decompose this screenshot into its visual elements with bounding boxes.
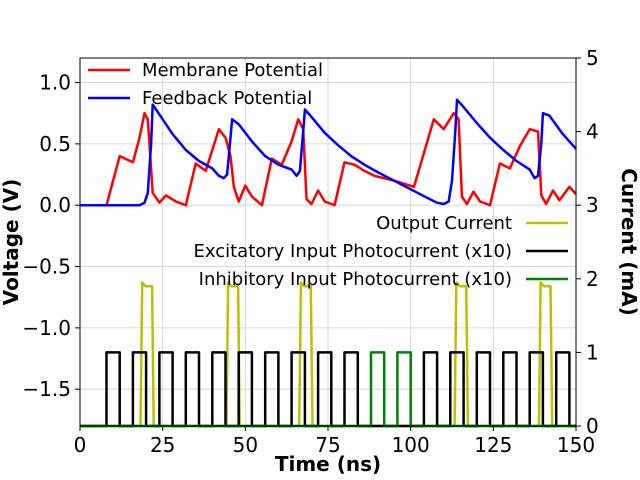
y-axis-left-title: Voltage (V): [0, 179, 23, 306]
y-left-tick-label: 0.5: [39, 132, 71, 156]
legend-label: Membrane Potential: [142, 60, 323, 81]
x-tick-label: 75: [315, 433, 340, 457]
output-current-line: [80, 281, 576, 428]
legend-label: Inhibitory Input Photocurrent (x10): [199, 269, 512, 290]
y-right-tick-label: 5: [586, 46, 599, 70]
ticks-layer: 0 25 50 75 100 125 1501.00.50.0−0.5−1.0−1.5012…: [22, 46, 598, 457]
legend-label: Excitatory Input Photocurrent (x10): [194, 241, 512, 262]
feedback-potential-line: [80, 98, 577, 207]
x-tick-label: 100: [392, 433, 430, 457]
x-tick-label: 25: [150, 433, 175, 457]
y-left-tick-label: 0.0: [39, 193, 71, 217]
x-tick-label: 0: [74, 433, 87, 457]
legend-label: Output Current: [376, 213, 512, 234]
y-right-tick-label: 3: [586, 193, 599, 217]
legend-label: Feedback Potential: [142, 88, 312, 109]
x-tick-label: 150: [557, 433, 595, 457]
y-left-tick-label: −1.5: [22, 377, 71, 401]
x-axis-title: Time (ns): [275, 452, 381, 476]
y-left-tick-label: −0.5: [22, 255, 71, 279]
y-left-tick-label: 1.0: [39, 71, 71, 95]
y-right-tick-label: 0: [586, 414, 599, 438]
y-right-tick-label: 2: [586, 267, 599, 291]
x-tick-label: 50: [233, 433, 258, 457]
y-right-tick-label: 1: [586, 340, 599, 364]
y-left-tick-label: −1.0: [22, 316, 71, 340]
grid-layer: [79, 58, 577, 426]
membrane-potential-line: [80, 111, 577, 207]
x-tick-label: 125: [474, 433, 512, 457]
legend-layer: Membrane Potential Feedback Potential Outp…: [88, 60, 568, 290]
y-axis-right-title: Current (mA): [617, 168, 640, 316]
y-right-tick-label: 4: [586, 120, 599, 144]
